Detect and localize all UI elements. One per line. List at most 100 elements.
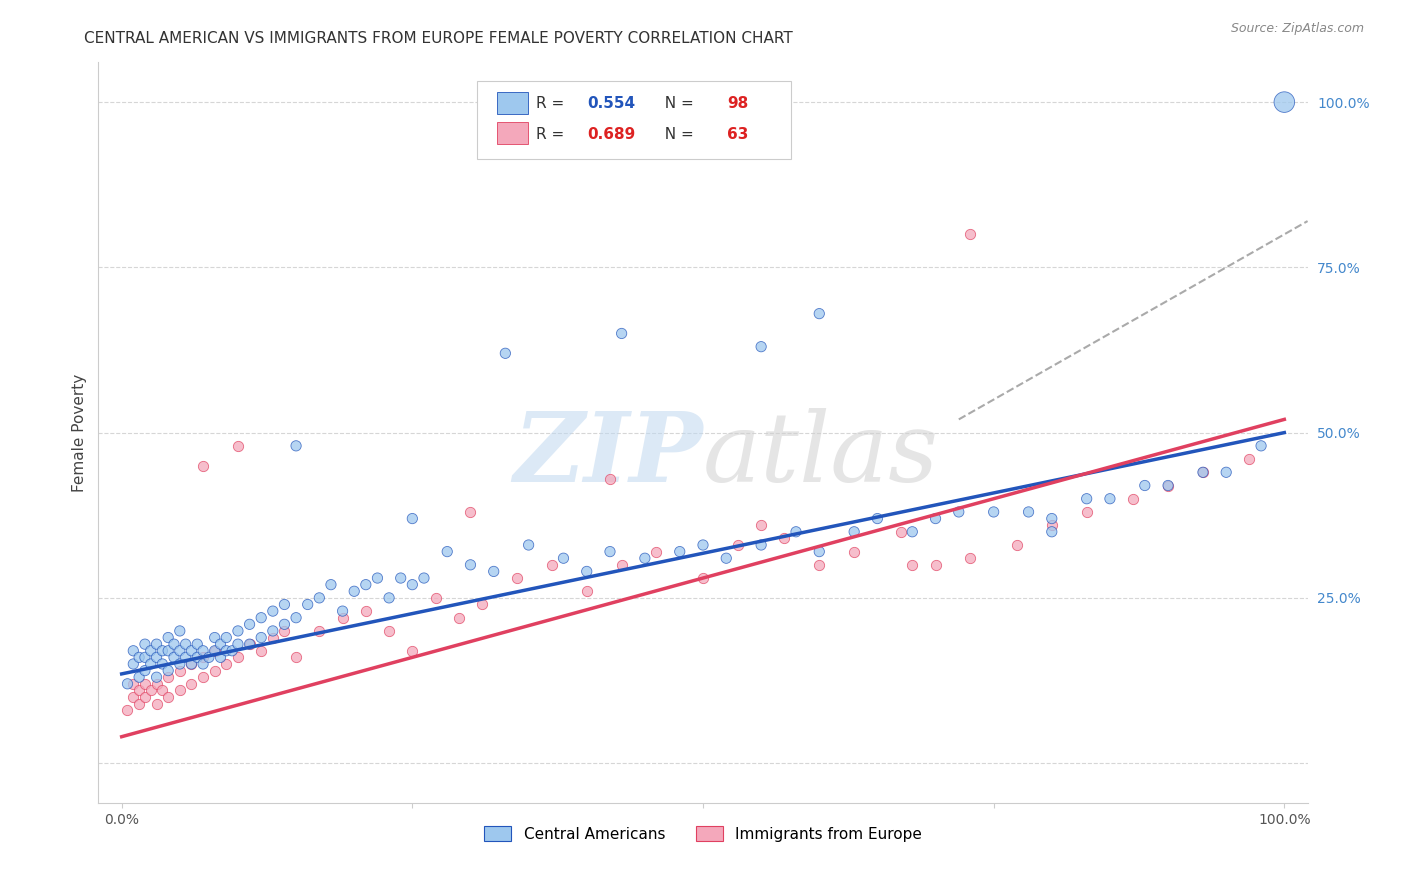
Point	[901, 558, 924, 572]
Point	[692, 538, 714, 552]
Point	[540, 558, 562, 572]
Point	[959, 227, 981, 242]
Point	[634, 551, 657, 566]
Point	[128, 650, 150, 665]
Point	[139, 657, 162, 671]
Point	[191, 644, 214, 658]
Point	[174, 650, 197, 665]
Point	[186, 637, 208, 651]
Point	[128, 697, 150, 711]
Text: 63: 63	[727, 127, 748, 142]
Point	[191, 670, 214, 684]
Y-axis label: Female Poverty: Female Poverty	[72, 374, 87, 491]
Point	[215, 657, 238, 671]
Text: 0.554: 0.554	[586, 95, 636, 111]
Point	[808, 544, 831, 558]
FancyBboxPatch shape	[498, 92, 527, 114]
Point	[122, 690, 145, 704]
Point	[1040, 511, 1063, 525]
Point	[1040, 518, 1063, 533]
Point	[198, 650, 221, 665]
Point	[180, 644, 202, 658]
Point	[169, 657, 191, 671]
Point	[332, 611, 354, 625]
Point	[180, 657, 202, 671]
Point	[1005, 538, 1028, 552]
Point	[447, 611, 470, 625]
Point	[436, 544, 458, 558]
Point	[610, 326, 633, 341]
Point	[273, 598, 295, 612]
Point	[959, 551, 981, 566]
Point	[1250, 439, 1272, 453]
Point	[378, 591, 401, 605]
Point	[186, 650, 208, 665]
Point	[749, 518, 772, 533]
Point	[1239, 452, 1261, 467]
Point	[209, 650, 232, 665]
Point	[150, 644, 173, 658]
Point	[145, 697, 167, 711]
Point	[191, 657, 214, 671]
Point	[1133, 478, 1156, 492]
Point	[226, 650, 249, 665]
Point	[924, 558, 946, 572]
Legend: Central Americans, Immigrants from Europe: Central Americans, Immigrants from Europ…	[475, 816, 931, 851]
Point	[128, 670, 150, 684]
Point	[482, 565, 505, 579]
Point	[250, 631, 273, 645]
Point	[1076, 491, 1098, 506]
Text: atlas: atlas	[703, 408, 939, 502]
Point	[239, 617, 262, 632]
Point	[157, 631, 180, 645]
Point	[262, 631, 284, 645]
Point	[517, 538, 540, 552]
Point	[716, 551, 738, 566]
Point	[1076, 505, 1098, 519]
Point	[157, 670, 180, 684]
Point	[169, 644, 191, 658]
Point	[924, 511, 946, 525]
Point	[145, 650, 167, 665]
Point	[1122, 491, 1144, 506]
Point	[145, 677, 167, 691]
Point	[285, 650, 308, 665]
Point	[553, 551, 575, 566]
Point	[150, 657, 173, 671]
Point	[180, 677, 202, 691]
Point	[204, 631, 226, 645]
Point	[163, 637, 186, 651]
Point	[174, 637, 197, 651]
Point	[506, 571, 529, 585]
Point	[749, 538, 772, 552]
Point	[204, 644, 226, 658]
FancyBboxPatch shape	[477, 81, 792, 159]
Point	[645, 544, 668, 558]
Point	[460, 558, 482, 572]
Point	[389, 571, 412, 585]
Point	[1192, 465, 1215, 479]
Point	[221, 644, 243, 658]
Point	[866, 511, 889, 525]
Point	[169, 683, 191, 698]
Point	[343, 584, 366, 599]
Point	[1018, 505, 1040, 519]
Point	[319, 577, 342, 591]
Point	[599, 544, 621, 558]
Point	[180, 657, 202, 671]
Point	[948, 505, 970, 519]
Point	[692, 571, 714, 585]
Point	[844, 524, 866, 539]
Point	[494, 346, 516, 360]
Text: R =: R =	[536, 95, 569, 111]
Point	[157, 690, 180, 704]
Point	[785, 524, 807, 539]
Point	[169, 664, 191, 678]
Point	[599, 472, 621, 486]
Point	[117, 677, 139, 691]
Point	[1157, 478, 1180, 492]
Point	[1272, 95, 1295, 109]
Point	[1040, 524, 1063, 539]
Text: 98: 98	[727, 95, 748, 111]
Point	[145, 670, 167, 684]
